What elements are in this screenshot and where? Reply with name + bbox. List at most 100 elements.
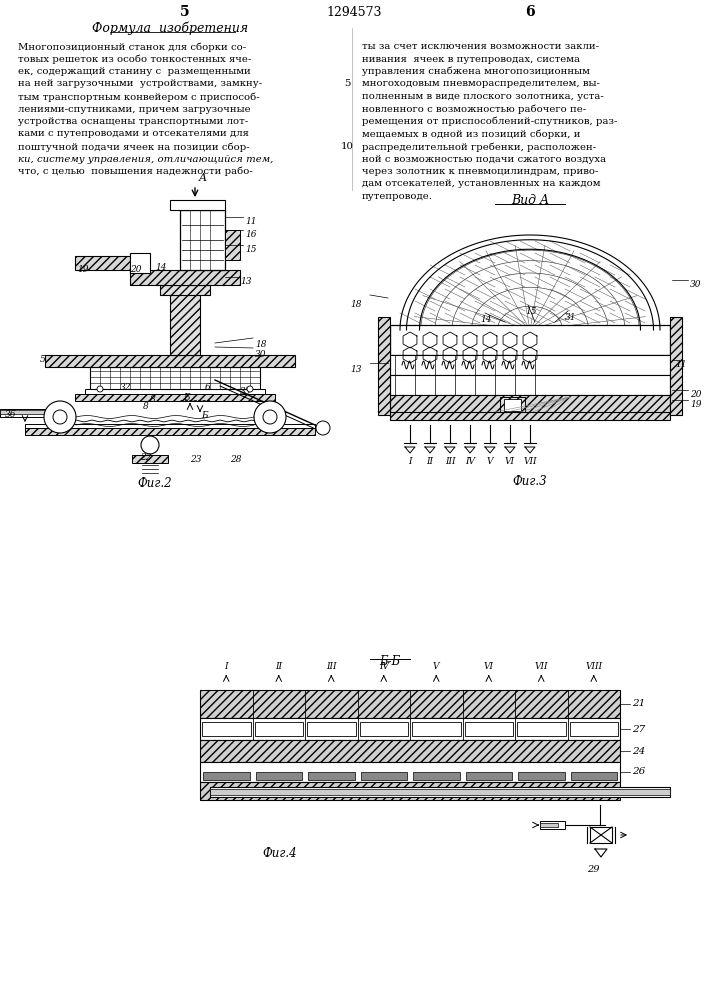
Bar: [45, 355, 295, 367]
Text: полненным в виде плоского золотника, уста-: полненным в виде плоского золотника, уст…: [362, 92, 604, 101]
Bar: [0, 409, 60, 417]
Text: V: V: [433, 662, 440, 671]
Text: 6: 6: [205, 383, 211, 392]
Text: 28: 28: [230, 455, 242, 464]
Bar: [570, 722, 618, 736]
Text: ками с путепроводами и отсекателями для: ками с путепроводами и отсекателями для: [18, 129, 249, 138]
Text: Многопозиционный станок для сборки со-: Многопозиционный станок для сборки со-: [18, 42, 246, 51]
Bar: [590, 827, 612, 843]
Circle shape: [44, 401, 76, 433]
Text: многоходовым пневмораспределителем, вы-: многоходовым пневмораспределителем, вы-: [362, 80, 600, 89]
Text: 23: 23: [190, 455, 201, 464]
Bar: [170, 200, 225, 210]
Bar: [571, 772, 617, 780]
Text: 11: 11: [245, 217, 257, 226]
Bar: [225, 230, 240, 260]
Bar: [308, 772, 354, 780]
Text: 14: 14: [155, 263, 167, 272]
Text: 5: 5: [180, 5, 189, 19]
Bar: [202, 722, 250, 736]
Text: VII: VII: [523, 457, 537, 466]
Text: A: A: [199, 173, 207, 183]
Text: VI: VI: [505, 457, 515, 466]
Text: распределительной гребенки, расположен-: распределительной гребенки, расположен-: [362, 142, 596, 151]
Text: тым транспортным конвейером с приспособ-: тым транспортным конвейером с приспособ-: [18, 92, 259, 102]
Text: через золотник к пневмоцилиндрам, приво-: через золотник к пневмоцилиндрам, приво-: [362, 167, 598, 176]
Text: новленного с возможностью рабочего пе-: новленного с возможностью рабочего пе-: [362, 104, 586, 114]
Text: 18: 18: [255, 340, 267, 349]
Bar: [465, 772, 512, 780]
Bar: [210, 789, 670, 795]
Text: 15: 15: [245, 245, 257, 254]
Text: 30: 30: [690, 280, 701, 289]
Text: I: I: [225, 662, 228, 671]
Bar: [200, 718, 620, 740]
Bar: [130, 253, 150, 273]
Text: 26: 26: [632, 768, 645, 776]
Text: 16: 16: [245, 230, 257, 239]
Circle shape: [316, 421, 330, 435]
Bar: [90, 367, 260, 389]
Text: 18: 18: [350, 300, 361, 309]
Text: 10: 10: [341, 142, 354, 151]
Text: Вид A: Вид A: [511, 194, 549, 207]
Circle shape: [254, 401, 286, 433]
Text: ты за счет исключения возможности закли-: ты за счет исключения возможности закли-: [362, 42, 599, 51]
Text: нивания  ячеек в путепроводах, система: нивания ячеек в путепроводах, система: [362, 54, 580, 64]
Text: 19: 19: [77, 265, 88, 274]
Bar: [359, 722, 408, 736]
Bar: [413, 772, 460, 780]
Bar: [464, 722, 513, 736]
Bar: [200, 740, 620, 762]
Text: 5: 5: [344, 80, 350, 89]
Bar: [540, 821, 565, 829]
Text: устройства оснащены транспортными лот-: устройства оснащены транспортными лот-: [18, 117, 248, 126]
Text: 5: 5: [40, 355, 46, 364]
Bar: [200, 782, 620, 800]
Text: III: III: [445, 457, 455, 466]
Text: ки, систему управления, отличающийся тем,: ки, систему управления, отличающийся тем…: [18, 154, 274, 163]
Text: 20: 20: [690, 390, 701, 399]
Circle shape: [53, 410, 67, 424]
Text: 6: 6: [525, 5, 534, 19]
Text: Фиг.3: Фиг.3: [513, 475, 547, 488]
Text: VI: VI: [484, 662, 493, 671]
Circle shape: [263, 410, 277, 424]
Bar: [25, 424, 315, 428]
Text: 1294573: 1294573: [326, 5, 382, 18]
Text: I: I: [408, 457, 411, 466]
Text: ек, содержащий станину с  размещенными: ек, содержащий станину с размещенными: [18, 67, 251, 76]
Bar: [75, 394, 275, 401]
Bar: [75, 256, 130, 270]
Text: Формула  изобретения: Формула изобретения: [92, 21, 248, 35]
Text: 27: 27: [632, 724, 645, 734]
Text: 11: 11: [675, 360, 686, 369]
Text: 21: 21: [632, 700, 645, 708]
Text: 29: 29: [587, 865, 600, 874]
Bar: [517, 722, 566, 736]
Text: что, с целью  повышения надежности рабо-: что, с целью повышения надежности рабо-: [18, 167, 252, 176]
Text: IV: IV: [379, 662, 389, 671]
Text: VII: VII: [534, 662, 548, 671]
Text: 22: 22: [140, 453, 151, 462]
Bar: [85, 389, 265, 394]
Text: 31: 31: [565, 313, 576, 322]
Text: 8: 8: [143, 402, 148, 411]
Bar: [170, 280, 200, 355]
Text: Б: Б: [182, 393, 189, 402]
Bar: [518, 772, 564, 780]
Bar: [160, 285, 210, 295]
Text: II: II: [275, 662, 282, 671]
Circle shape: [97, 386, 103, 392]
Text: товых решеток из особо тонкостенных яче-: товых решеток из особо тонкостенных яче-: [18, 54, 251, 64]
Bar: [412, 722, 460, 736]
Text: мещаемых в одной из позиций сборки, и: мещаемых в одной из позиций сборки, и: [362, 129, 580, 139]
Bar: [390, 395, 670, 415]
Text: ремещения от приспособлений-спутников, раз-: ремещения от приспособлений-спутников, р…: [362, 117, 617, 126]
Bar: [390, 375, 670, 395]
Bar: [361, 772, 407, 780]
Text: на ней загрузочными  устройствами, замкну-: на ней загрузочными устройствами, замкну…: [18, 80, 262, 89]
Bar: [210, 787, 670, 797]
Bar: [132, 455, 168, 463]
Text: 20: 20: [130, 265, 141, 274]
